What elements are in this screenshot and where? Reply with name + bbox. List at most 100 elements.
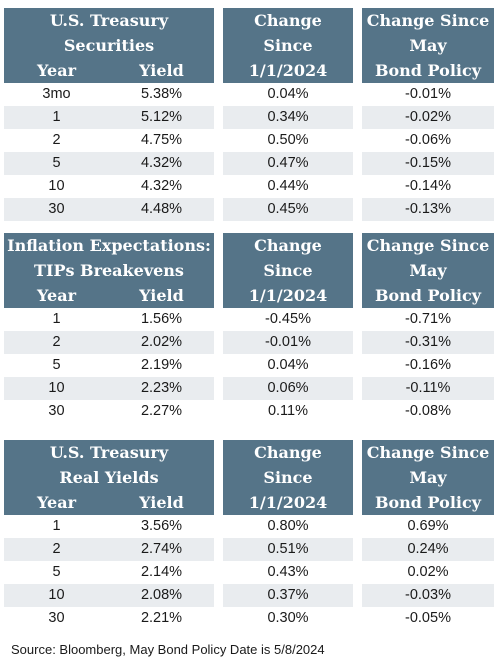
year-yield-cell: 2 2.74% [4, 538, 214, 561]
section-title-line: Securities [63, 36, 155, 55]
change-since-cell: 0.34% [223, 106, 353, 129]
change-since-value: 0.51% [267, 541, 309, 557]
year-value: 3mo [42, 86, 71, 102]
yield-value: 2.14% [140, 564, 183, 580]
change-since-cell: 0.43% [223, 561, 353, 584]
yield-value: 3.56% [140, 518, 183, 534]
yield-value: 2.02% [140, 334, 183, 350]
yield-column-header: Yield [139, 286, 184, 305]
yield-value: 2.19% [140, 357, 183, 373]
year-yield-cell: 2 2.02% [4, 331, 214, 354]
bond-policy-header-line: Bond Policy [374, 61, 482, 80]
year-yield-cell: 3mo 5.38% [4, 83, 214, 106]
table-row: 10 2.23% 0.06% -0.11% [0, 377, 503, 400]
section-title-line: Inflation Expectations: [7, 236, 211, 255]
bond-policy-value: -0.14% [405, 178, 451, 194]
bond-policy-header-line: May [409, 261, 447, 280]
year-value: 5 [52, 155, 61, 171]
change-since-header-line: Since [263, 468, 313, 487]
change-since-cell: 0.50% [223, 129, 353, 152]
year-value: 2 [52, 132, 61, 148]
column-subheaders: Year Yield [4, 58, 214, 83]
year-yield-cell: 5 2.14% [4, 561, 214, 584]
yield-value: 2.27% [140, 403, 183, 419]
yield-column-header: Yield [139, 61, 184, 80]
yield-value: 4.32% [140, 155, 183, 171]
year-column-header: Year [36, 493, 76, 512]
section-title-header: Inflation Expectations: TIPs Breakevens Ye… [4, 233, 214, 308]
change-since-value: 0.06% [267, 380, 309, 396]
section-title-header: U.S. Treasury Securities Year Yield [4, 8, 214, 83]
bond-policy-cell: -0.31% [362, 331, 494, 354]
change-since-value: 0.47% [267, 155, 309, 171]
year-value: 2 [52, 334, 61, 350]
change-since-value: 0.80% [267, 518, 309, 534]
bond-policy-header-line: Bond Policy [374, 493, 482, 512]
bond-policy-cell: 0.24% [362, 538, 494, 561]
yield-value: 4.32% [140, 178, 183, 194]
bond-policy-cell: -0.13% [362, 198, 494, 221]
year-value: 5 [52, 564, 61, 580]
change-since-cell: -0.01% [223, 331, 353, 354]
bond-policy-header-line: Bond Policy [374, 286, 482, 305]
bond-policy-cell: -0.16% [362, 354, 494, 377]
table-row: 10 2.08% 0.37% -0.03% [0, 584, 503, 607]
yield-value: 2.21% [140, 610, 183, 626]
bond-policy-value: -0.06% [405, 132, 451, 148]
column-subheaders: Year Yield [4, 283, 214, 308]
change-since-cell: 0.80% [223, 515, 353, 538]
year-yield-cell: 5 4.32% [4, 152, 214, 175]
bond-policy-cell: -0.06% [362, 129, 494, 152]
change-since-cell: 0.11% [223, 400, 353, 423]
bond-policy-header: Change Since May Bond Policy [362, 233, 494, 308]
table-row: 30 4.48% 0.45% -0.13% [0, 198, 503, 221]
change-since-cell: 0.37% [223, 584, 353, 607]
year-value: 30 [48, 201, 65, 217]
yield-value: 4.75% [140, 132, 183, 148]
change-since-cell: 0.04% [223, 354, 353, 377]
bond-policy-value: -0.11% [405, 380, 451, 396]
year-column-header: Year [36, 286, 76, 305]
table-row: 2 2.74% 0.51% 0.24% [0, 538, 503, 561]
section-title-header: U.S. Treasury Real Yields Year Yield [4, 440, 214, 515]
bond-policy-cell: -0.03% [362, 584, 494, 607]
change-since-value: 0.11% [267, 403, 309, 419]
bond-policy-cell: -0.11% [362, 377, 494, 400]
bond-policy-value: -0.13% [405, 201, 451, 217]
year-value: 5 [52, 357, 61, 373]
bond-policy-value: 0.69% [407, 518, 449, 534]
year-value: 10 [48, 380, 65, 396]
yield-value: 2.08% [140, 587, 183, 603]
change-since-header: Change Since 1/1/2024 [223, 233, 353, 308]
year-value: 30 [48, 610, 65, 626]
change-since-cell: 0.51% [223, 538, 353, 561]
change-since-value: 0.50% [267, 132, 309, 148]
change-since-header-line: 1/1/2024 [248, 493, 328, 512]
change-since-value: 0.37% [267, 587, 309, 603]
section-title-line: TIPs Breakevens [34, 261, 184, 280]
change-since-cell: 0.44% [223, 175, 353, 198]
change-since-value: 0.45% [267, 201, 309, 217]
year-yield-cell: 30 4.48% [4, 198, 214, 221]
bond-policy-cell: -0.71% [362, 308, 494, 331]
bond-policy-cell: 0.69% [362, 515, 494, 538]
year-yield-cell: 1 1.56% [4, 308, 214, 331]
year-yield-cell: 1 3.56% [4, 515, 214, 538]
yield-value: 4.48% [140, 201, 183, 217]
change-since-value: -0.45% [265, 311, 311, 327]
bond-policy-header-line: Change Since [366, 11, 490, 30]
year-yield-cell: 2 4.75% [4, 129, 214, 152]
bond-policy-header: Change Since May Bond Policy [362, 8, 494, 83]
bond-policy-header-line: Change Since [366, 236, 490, 255]
change-since-value: 0.43% [267, 564, 309, 580]
table-row: 1 1.56% -0.45% -0.71% [0, 308, 503, 331]
table-row: 3mo 5.38% 0.04% -0.01% [0, 83, 503, 106]
table-row: 5 2.19% 0.04% -0.16% [0, 354, 503, 377]
yield-value: 5.12% [140, 109, 183, 125]
change-since-cell: 0.45% [223, 198, 353, 221]
change-since-value: -0.01% [265, 334, 311, 350]
change-since-value: 0.44% [267, 178, 309, 194]
table-row: 30 2.27% 0.11% -0.08% [0, 400, 503, 423]
change-since-value: 0.30% [267, 610, 309, 626]
bond-policy-value: -0.03% [405, 587, 451, 603]
